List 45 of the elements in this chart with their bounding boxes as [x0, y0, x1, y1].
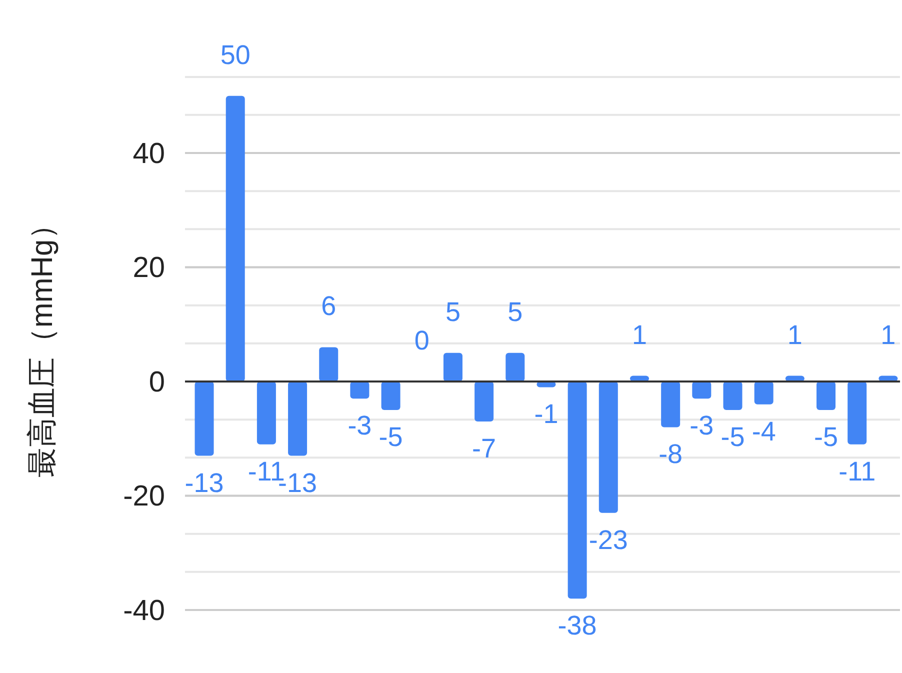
data-label: 1 [632, 320, 648, 350]
y-tick-label: 20 [132, 252, 165, 284]
bar [350, 381, 370, 399]
bar [288, 381, 308, 456]
bar [598, 381, 618, 513]
data-label: -7 [472, 433, 496, 464]
bar [661, 381, 680, 428]
bar [723, 381, 742, 410]
data-label: -1 [534, 399, 558, 430]
y-tick-label: -20 [123, 480, 165, 513]
y-axis-title: 最高血圧（mmHg） [26, 209, 59, 478]
data-label: -4 [752, 416, 776, 446]
data-label: -38 [558, 610, 597, 641]
data-label: 5 [445, 296, 460, 327]
bar [506, 352, 525, 382]
bar [226, 96, 245, 382]
bar [754, 381, 774, 404]
data-label: 1 [787, 320, 802, 350]
data-label: -13 [184, 468, 224, 498]
data-label: -8 [658, 439, 683, 470]
bar [256, 381, 276, 444]
data-label: -5 [378, 422, 403, 452]
bar [319, 347, 338, 382]
data-label: 5 [508, 296, 523, 327]
y-tick-label: 0 [148, 366, 165, 398]
data-label: 0 [414, 325, 430, 356]
data-label: -5 [720, 422, 745, 452]
data-label: -11 [838, 456, 876, 486]
y-tick-label: -40 [123, 595, 165, 627]
data-label: 6 [321, 291, 336, 322]
data-label: 1 [880, 320, 896, 350]
bar [692, 381, 712, 399]
data-label: -3 [348, 410, 372, 441]
bar [194, 381, 214, 456]
bar [381, 381, 400, 410]
bar [443, 352, 462, 382]
bar [474, 381, 494, 422]
data-label: -5 [814, 422, 838, 452]
bar [848, 381, 867, 444]
bar [816, 381, 836, 410]
bar [568, 381, 587, 599]
data-label: 50 [220, 40, 250, 70]
data-label: -23 [588, 524, 628, 555]
y-tick-label: 40 [132, 138, 165, 170]
data-label: -3 [690, 410, 714, 441]
